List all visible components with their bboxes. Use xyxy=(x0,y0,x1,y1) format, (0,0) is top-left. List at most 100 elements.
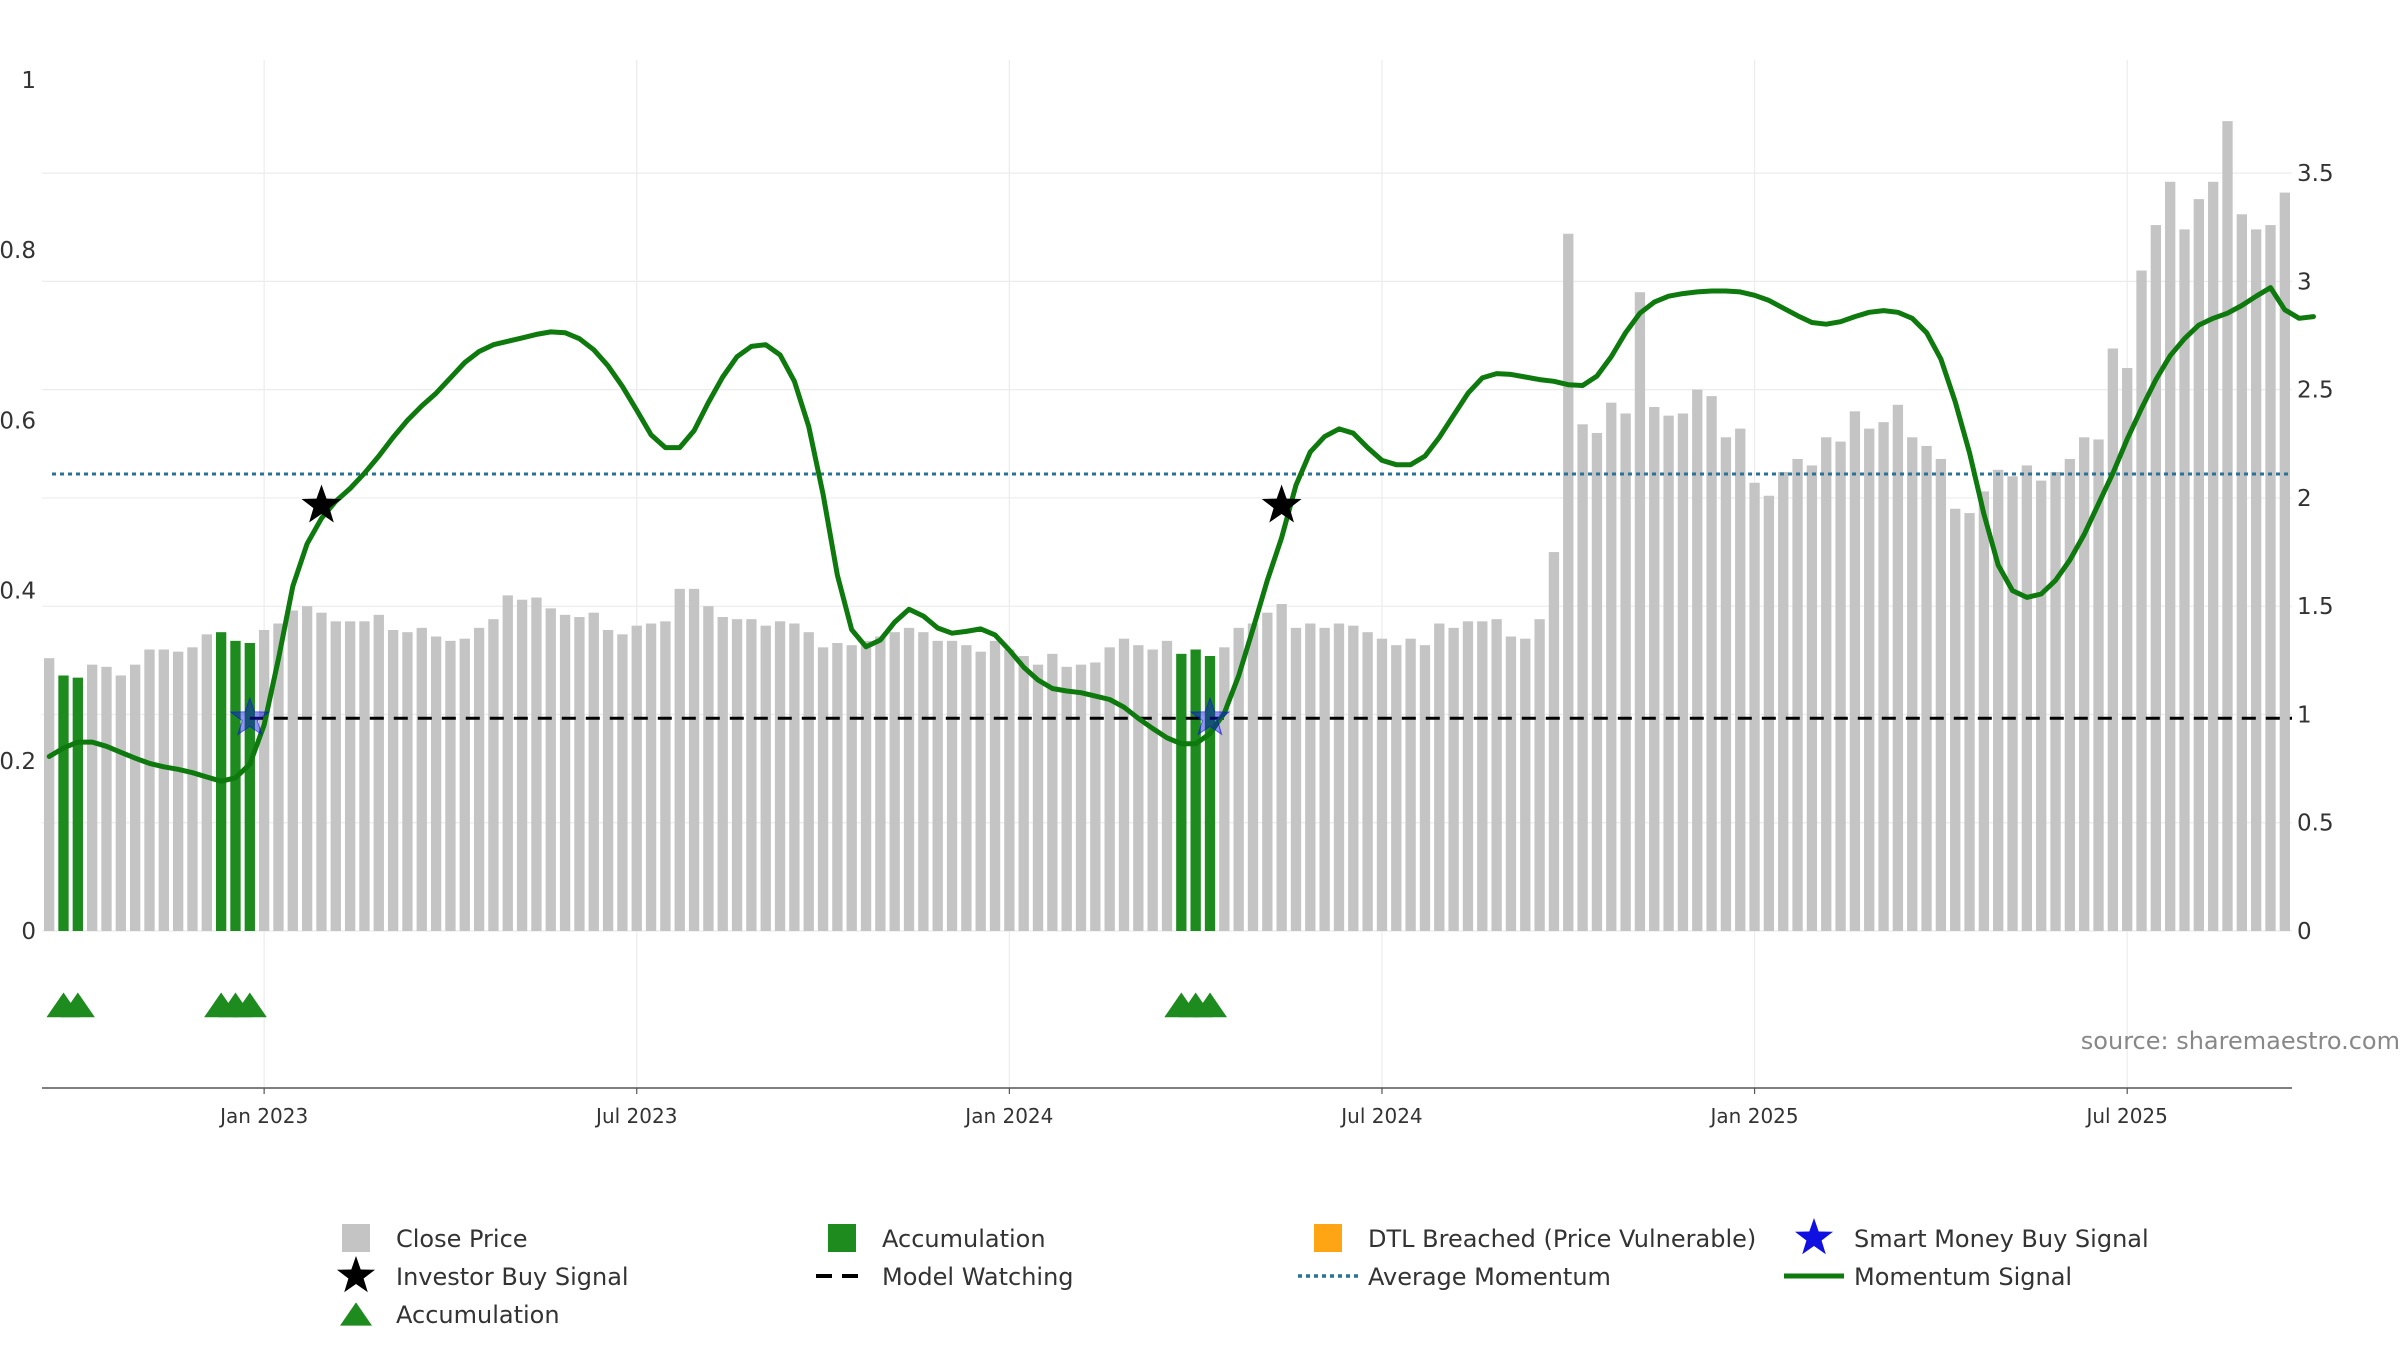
close-price-bar xyxy=(2165,181,2176,931)
left-tick-label: 0.8 xyxy=(0,238,36,264)
close-price-bar xyxy=(860,640,872,931)
close-price-bar xyxy=(187,647,198,931)
close-price-bar xyxy=(1133,645,1144,931)
close-price-bar xyxy=(273,623,284,931)
close-price-bar xyxy=(1677,413,1689,932)
close-price-bar xyxy=(258,630,270,931)
close-price-bar xyxy=(1333,623,1345,931)
close-price-bar xyxy=(1090,662,1101,931)
close-price-bar xyxy=(1534,619,1545,931)
close-price-bar xyxy=(502,595,513,931)
x-tick-label: Jan 2023 xyxy=(218,1104,308,1128)
legend-label: Accumulation xyxy=(882,1225,1046,1253)
close-price-bar xyxy=(631,625,642,931)
close-price-bar xyxy=(144,649,155,931)
right-tick-label: 2.5 xyxy=(2297,378,2334,404)
close-price-bar xyxy=(2251,229,2262,931)
accumulation-bar xyxy=(1204,655,1216,931)
legend-swatch-dtl-breached xyxy=(1314,1224,1342,1252)
close-price-bar xyxy=(1964,513,1975,931)
close-price-bar xyxy=(1663,415,1674,932)
close-price-bar xyxy=(817,647,829,931)
accumulation-bar xyxy=(1190,649,1201,931)
close-price-bar xyxy=(975,651,986,931)
close-price-bar xyxy=(989,640,1001,931)
close-price-bar xyxy=(1018,655,1029,931)
close-price-bar xyxy=(129,664,141,931)
x-tick-label: Jan 2024 xyxy=(963,1104,1053,1128)
legend-label: Close Price xyxy=(396,1225,528,1253)
close-price-bar xyxy=(1878,422,1889,931)
close-price-bar xyxy=(1935,458,1947,931)
close-price-bar xyxy=(1305,623,1316,931)
accumulation-bar xyxy=(244,643,255,931)
right-tick-label: 0 xyxy=(2297,919,2312,945)
close-price-bar xyxy=(1792,458,1803,931)
close-price-bars xyxy=(44,121,2290,932)
legend-label: Smart Money Buy Signal xyxy=(1854,1225,2149,1253)
close-price-bar xyxy=(1419,645,1431,931)
legend-label: Investor Buy Signal xyxy=(396,1263,629,1291)
close-price-bar xyxy=(1047,653,1058,931)
accumulation-bar xyxy=(230,640,241,931)
close-price-bar xyxy=(1620,413,1631,932)
close-price-bar xyxy=(2265,225,2276,931)
close-price-bar xyxy=(645,623,657,931)
close-price-bar xyxy=(488,619,499,931)
close-price-bar xyxy=(1548,552,1560,931)
close-price-bar xyxy=(1032,664,1044,931)
close-price-bar xyxy=(1763,495,1775,931)
close-price-bar xyxy=(1061,666,1072,931)
close-price-bar xyxy=(961,645,972,931)
close-price-bar xyxy=(1892,404,1904,931)
close-price-bar xyxy=(1104,647,1115,931)
close-price-bar xyxy=(1219,647,1230,931)
close-price-bar xyxy=(301,606,313,931)
legend-swatch-smart-money-star xyxy=(1795,1218,1833,1255)
close-price-bar xyxy=(1606,402,1617,931)
legend-label: Model Watching xyxy=(882,1263,1074,1291)
close-price-bar xyxy=(158,649,169,931)
close-price-bar xyxy=(2193,199,2205,932)
accumulation-bar xyxy=(1176,653,1187,931)
signal-lines xyxy=(46,285,2316,784)
close-price-bar xyxy=(2079,437,2090,931)
close-price-bar xyxy=(617,634,628,931)
close-price-bar xyxy=(932,640,943,931)
close-price-bar xyxy=(2093,439,2104,931)
close-price-bar xyxy=(1434,623,1445,931)
legend-label: DTL Breached (Price Vulnerable) xyxy=(1368,1225,1756,1253)
close-price-bar xyxy=(1978,491,1990,931)
close-price-bar xyxy=(2050,471,2061,931)
close-price-bar xyxy=(1921,445,1932,931)
accumulation-bar xyxy=(58,675,69,931)
smart-money-buy-star xyxy=(1189,696,1231,736)
left-tick-label: 0 xyxy=(21,919,36,945)
close-price-bar xyxy=(2150,225,2162,931)
legend-label: Accumulation xyxy=(396,1301,560,1329)
legend-label: Average Momentum xyxy=(1368,1263,1611,1291)
close-price-bar xyxy=(674,588,685,931)
close-price-bar xyxy=(746,619,757,931)
close-price-bar xyxy=(2021,465,2033,931)
close-price-bar xyxy=(473,627,485,931)
close-price-bar xyxy=(1233,627,1244,931)
legend-label: Momentum Signal xyxy=(1854,1263,2072,1291)
close-price-bar xyxy=(2007,476,2018,931)
close-price-bar xyxy=(588,612,599,931)
right-tick-label: 2 xyxy=(2297,486,2312,512)
close-price-bar xyxy=(87,664,98,931)
signal-markers xyxy=(46,484,1302,1018)
close-price-bar xyxy=(459,638,470,931)
close-price-bar xyxy=(731,619,743,931)
legend-swatch-accumulation-triangle xyxy=(340,1302,372,1326)
accumulation-bar xyxy=(72,677,83,931)
close-price-bar xyxy=(287,610,298,931)
x-tick-label: Jul 2025 xyxy=(2084,1104,2167,1128)
close-price-bar xyxy=(1692,389,1703,932)
close-price-bar xyxy=(1262,612,1273,931)
close-price-bar xyxy=(2136,270,2147,932)
close-price-bar xyxy=(717,617,728,931)
close-price-bar xyxy=(1950,508,1961,931)
close-price-bar xyxy=(803,632,814,931)
